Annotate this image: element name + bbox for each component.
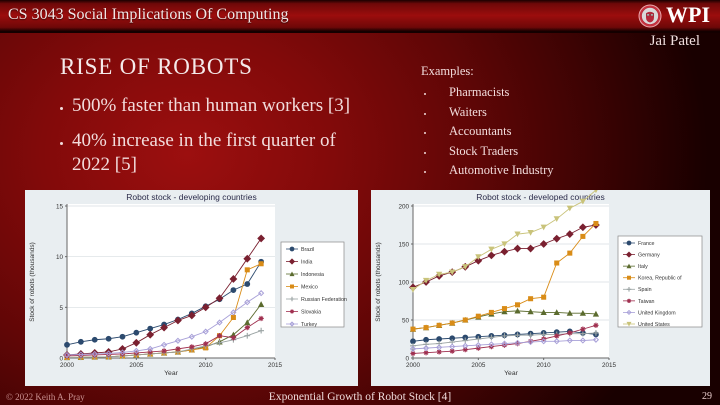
- svg-text:Stock of robots (thousands): Stock of robots (thousands): [375, 242, 382, 322]
- svg-text:United States: United States: [638, 322, 670, 328]
- svg-text:Year: Year: [504, 370, 518, 377]
- svg-text:India: India: [301, 259, 313, 265]
- svg-text:Year: Year: [164, 370, 178, 377]
- svg-text:Brazil: Brazil: [301, 247, 314, 253]
- svg-text:Korea, Republic of: Korea, Republic of: [638, 276, 682, 282]
- svg-text:Robot stock - developing count: Robot stock - developing countries: [126, 192, 256, 202]
- svg-text:5: 5: [59, 305, 63, 312]
- svg-text:Indonesia: Indonesia: [301, 272, 324, 278]
- svg-text:Mexico: Mexico: [301, 284, 318, 290]
- svg-text:2010: 2010: [537, 362, 552, 369]
- svg-text:Taiwan: Taiwan: [638, 299, 655, 305]
- svg-text:France: France: [638, 241, 655, 247]
- svg-text:Italy: Italy: [638, 264, 648, 270]
- svg-text:50: 50: [402, 318, 410, 325]
- svg-text:Russian Federation: Russian Federation: [301, 297, 347, 303]
- svg-text:2015: 2015: [602, 362, 617, 369]
- svg-text:10: 10: [56, 254, 64, 261]
- svg-text:United Kingdom: United Kingdom: [638, 310, 676, 316]
- svg-text:15: 15: [56, 204, 64, 211]
- svg-text:2010: 2010: [199, 362, 214, 369]
- svg-text:Spain: Spain: [638, 287, 652, 293]
- svg-text:Stock of robots (thousands): Stock of robots (thousands): [29, 242, 36, 322]
- svg-text:Germany: Germany: [638, 252, 660, 258]
- svg-text:Robot stock - developed countr: Robot stock - developed countries: [476, 192, 605, 202]
- svg-text:200: 200: [398, 204, 409, 211]
- svg-text:150: 150: [398, 242, 409, 249]
- svg-text:2015: 2015: [268, 362, 283, 369]
- svg-text:2005: 2005: [129, 362, 144, 369]
- svg-text:100: 100: [398, 280, 409, 287]
- svg-text:2000: 2000: [406, 362, 421, 369]
- svg-text:2000: 2000: [60, 362, 75, 369]
- svg-text:2005: 2005: [471, 362, 486, 369]
- svg-text:Turkey: Turkey: [301, 322, 317, 328]
- svg-text:Slovakia: Slovakia: [301, 309, 321, 315]
